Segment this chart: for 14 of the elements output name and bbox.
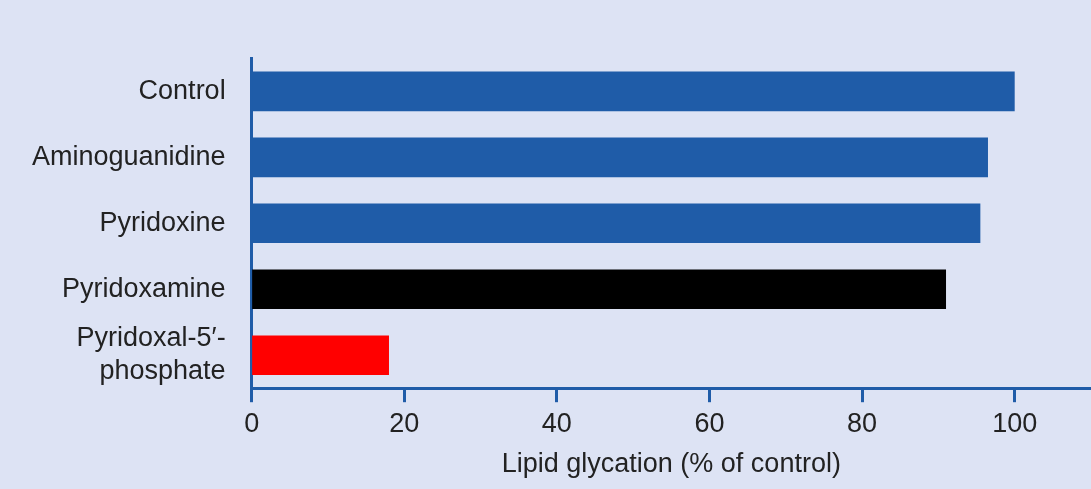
x-tick-label: 100	[992, 407, 1038, 438]
x-tick-label: 20	[389, 407, 420, 438]
y-tick-label: Pyridoxal-5′-phosphate	[76, 322, 226, 385]
bar	[252, 335, 389, 376]
x-tick-label: 0	[244, 407, 260, 438]
y-tick-label: Control	[138, 74, 226, 105]
x-tick-label: 80	[847, 407, 878, 438]
y-tick-label: Pyridoxine	[99, 206, 226, 237]
y-tick-label: Aminoguanidine	[32, 140, 226, 171]
y-tick-label: Pyridoxamine	[62, 272, 226, 303]
x-axis-title: Lipid glycation (% of control)	[501, 448, 841, 479]
bar	[252, 269, 947, 310]
x-tick-label: 40	[541, 407, 572, 438]
x-tick-label: 60	[694, 407, 725, 438]
